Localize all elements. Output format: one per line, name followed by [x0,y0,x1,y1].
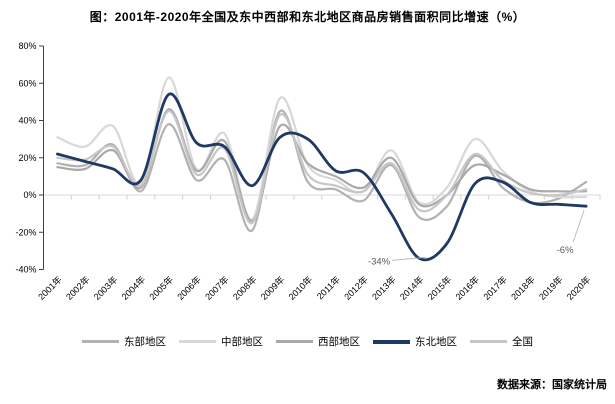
x-axis-label: 2002年 [63,274,91,302]
y-axis-label: 0% [23,190,36,200]
x-axis-label: 2012年 [342,274,370,302]
legend-label-northeast: 东北地区 [415,336,457,348]
x-axis-label: 2009年 [258,274,286,302]
x-axis-label: 2008年 [230,274,258,302]
legend-swatch-national [470,340,507,343]
y-axis-label: -20% [15,227,36,237]
x-axis-label: 2001年 [36,274,64,302]
x-axis-label: 2004年 [119,274,147,302]
y-axis-label: 20% [18,153,36,163]
series-line-northeast [56,92,588,262]
y-axis-label: 60% [18,78,36,88]
annotation-label: -34% [368,256,391,267]
y-axis-label: 80% [18,41,36,51]
legend-item-national: 全国 [470,334,533,349]
x-axis-label: 2016年 [453,274,481,302]
x-axis-label: 2017年 [481,274,509,302]
x-axis-label: 2019年 [536,274,564,302]
x-axis-label: 2018年 [509,274,537,302]
legend-label-east: 东部地区 [124,336,166,348]
data-source-note: 数据来源：国家统计局 [497,379,607,391]
legend-swatch-central [179,340,216,343]
legend-label-national: 全国 [512,336,533,348]
x-axis-label: 2013年 [369,274,397,302]
legend-label-central: 中部地区 [221,336,263,348]
annotation-leader [392,256,427,261]
y-axis-label: 40% [18,116,36,126]
x-axis-label: 2011年 [314,274,342,302]
x-axis-label: 2005年 [147,274,175,302]
legend-item-northeast: 东北地区 [373,334,457,349]
x-axis-label: 2003年 [91,274,119,302]
x-axis-label: 2010年 [286,274,314,302]
x-axis-label: 2015年 [425,274,453,302]
legend-label-west: 西部地区 [318,336,360,348]
legend-swatch-west [276,340,313,343]
chart-title: 图：2001年-2020年全国及东中西部和东北地区商品房销售面积同比增速（%） [89,10,526,24]
legend-item-central: 中部地区 [179,334,263,349]
series-line-east [56,109,588,232]
series-line-west [56,108,588,223]
annotation-leader [572,210,585,243]
legend-swatch-northeast [373,339,410,344]
x-axis-label: 2006年 [175,274,203,302]
series-line-national [56,110,588,225]
x-axis-label: 2014年 [397,274,425,302]
legend-item-east: 东部地区 [82,334,166,349]
x-axis-label: 2007年 [202,274,230,302]
x-axis-label: 2020年 [564,274,592,302]
legend-swatch-east [82,340,119,343]
legend-item-west: 西部地区 [276,334,360,349]
y-axis-label: -40% [15,265,36,275]
annotation-label: -6% [557,245,574,256]
chart-legend: 东部地区 中部地区 西部地区 东北地区 全国 [0,334,615,349]
